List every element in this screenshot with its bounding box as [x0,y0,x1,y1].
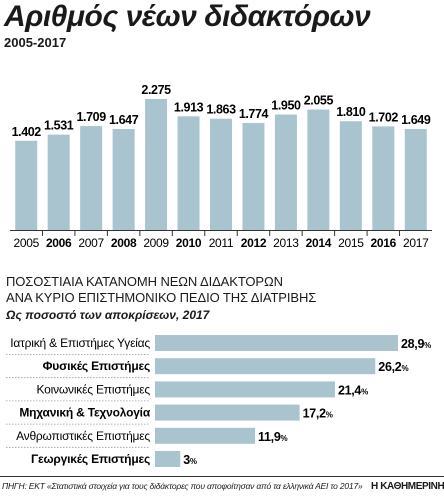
x-tick-label: 2006 [46,236,72,250]
unit-label: % [424,341,431,350]
bar [155,451,181,467]
bar-value-label: 1.402 [12,125,42,139]
field-distribution-bar-chart: Ιατρική & Επιστήμες Υγείας 28,9% Φυσικές Ε… [6,335,431,467]
source-note: ΠΗΓΗ: ΕΚΤ «Στατιστικά στοιχεία για τους … [2,481,363,491]
bar [307,109,330,230]
bar-value-label: 11,9% [258,430,287,444]
bar-value-label: 17,2% [303,407,333,421]
x-tick-label: 2010 [176,236,202,250]
x-tick-label: 2015 [338,236,364,250]
bar [404,128,427,230]
bar [177,116,200,230]
bar-value-label: 26,2% [378,360,408,374]
category-label: Ανθρωπιστικές Επιστήμες [16,429,150,443]
bar [242,122,265,230]
bar [274,114,297,230]
bar [155,381,335,398]
bar-value-label: 1.531 [44,119,74,133]
chart-title: Αριθμός νέων διδακτόρων [4,0,371,33]
bar [210,118,232,230]
bar [80,126,103,230]
category-label: Γεωργικές Επιστήμες [31,452,150,466]
bar-value-label: 2.055 [304,94,334,108]
bar-value-label: 2.275 [141,83,171,97]
chart2-title-line-2: ΑΝΑ ΚΥΡΙΟ ΕΠΙΣΤΗΜΟΝΙΚΟ ΠΕΔΙΟ ΤΗΣ ΔΙΑΤΡΙΒ… [6,290,317,305]
bar [112,129,135,230]
bar-value-label: 1.913 [174,100,204,114]
x-tick-label: 2016 [371,236,397,250]
x-tick-label: 2013 [273,236,299,250]
bar-value-label: 3% [183,453,197,467]
unit-label: % [361,387,368,396]
bar-value-label: 1.950 [271,99,301,113]
category-label: Μηχανική & Τεχνολογία [19,406,150,420]
phd-count-bar-chart: 1.402 2005 1.531 2006 1.709 2007 1.647 2008 2.27… [10,83,432,250]
x-tick-label: 2017 [403,236,429,250]
bar-value-label: 1.774 [239,107,269,121]
bar-value-label: 1.649 [401,113,431,127]
x-tick-label: 2012 [241,236,267,250]
footer-divider [0,476,444,477]
x-tick-label: 2005 [13,236,39,250]
bar [155,404,300,421]
category-label: Κοινωνικές Επιστήμες [36,382,150,396]
bar-value-label: 21,4% [338,383,368,397]
bar [339,121,362,230]
bar-value-label: 1.702 [369,110,399,124]
x-tick-label: 2014 [306,236,332,250]
x-tick-label: 2007 [78,236,104,250]
bar-value-label: 28,9% [401,337,431,351]
unit-label: % [281,434,288,443]
chart-subtitle: 2005-2017 [4,35,67,50]
bar [155,358,376,375]
unit-label: % [326,411,333,420]
bar [145,99,168,230]
bar [155,335,398,351]
bar-value-label: 1.709 [77,110,107,124]
category-label: Ιατρική & Επιστήμες Υγείας [10,336,150,350]
chart2-subtitle: Ως ποσοστό των αποκρίσεων, 2017 [6,308,210,322]
brand-logo: Η ΚΑΘΗΜΕΡΙΝΗ [371,481,444,492]
x-tick-label: 2008 [111,236,137,250]
category-label: Φυσικές Επιστήμες [43,359,150,373]
x-tick-label: 2011 [209,236,234,250]
bar-value-label: 1.810 [336,105,366,119]
bar [372,126,395,230]
bar [155,427,256,444]
bar-value-label: 1.863 [206,103,236,117]
bar [47,134,70,230]
bar [15,140,38,230]
x-tick-label: 2009 [143,236,169,250]
bar-value-label: 1.647 [109,113,139,127]
unit-label: % [401,364,408,373]
chart2-title-line-1: ΠΟΣΟΣΤΙΑΙΑ ΚΑΤΑΝΟΜΗ ΝΕΩΝ ΔΙΔΑΚΤΟΡΩΝ [6,274,283,289]
unit-label: % [190,457,197,466]
